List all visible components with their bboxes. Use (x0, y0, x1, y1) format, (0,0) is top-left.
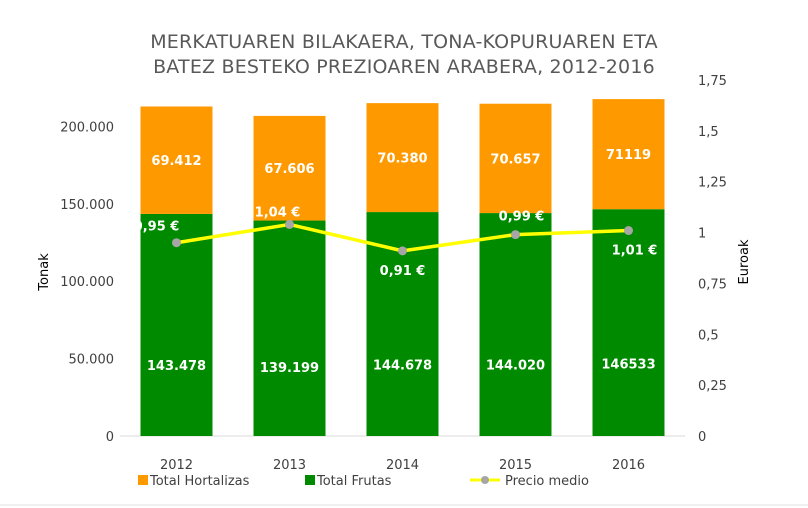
bar-total-hortalizas (366, 103, 439, 213)
line-point (398, 246, 407, 256)
x-tick-label: 2012 (160, 458, 193, 473)
line-data-label: 0,95 € (134, 220, 180, 235)
bar-data-label: 70.657 (490, 152, 540, 167)
x-tick-label: 2014 (386, 458, 419, 473)
x-tick-label: 2015 (499, 458, 532, 473)
bar-total-hortalizas (479, 103, 552, 214)
bar-data-label: 70.380 (377, 152, 427, 167)
y2-tick-label: 1,75 (698, 74, 727, 89)
y2-tick-label: 0,25 (698, 379, 727, 394)
line-point (624, 226, 633, 236)
bar-total-hortalizas (140, 106, 213, 214)
bar-data-label: 69.412 (151, 154, 201, 169)
bar-total-hortalizas (253, 115, 326, 221)
y-tick-label: 150.000 (60, 198, 114, 213)
y-tick-label: 100.000 (60, 275, 114, 290)
y2-axis-title: Euroak (737, 239, 752, 284)
line-data-label: 0,99 € (499, 210, 545, 225)
y2-tick-label: 1,5 (698, 125, 719, 140)
legend-marker (481, 476, 489, 484)
legend-swatch (305, 475, 315, 485)
bar-data-label: 144.020 (486, 359, 545, 374)
bar-data-label: 143.478 (147, 359, 206, 374)
line-data-label: 1,04 € (255, 205, 301, 220)
line-data-label: 1,01 € (612, 244, 658, 259)
y2-tick-label: 0 (698, 430, 706, 445)
y2-tick-label: 1 (698, 227, 706, 242)
x-tick-label: 2013 (273, 458, 306, 473)
legend-label: Precio medio (505, 474, 589, 489)
line-point (511, 230, 520, 240)
y-axis-title: Tonak (37, 253, 52, 292)
bar-total-hortalizas (592, 99, 665, 210)
y2-tick-label: 0,75 (698, 277, 727, 292)
bar-data-label: 139.199 (260, 361, 319, 376)
legend-label: Total Frutas (316, 474, 392, 489)
bar-total-frutas (253, 220, 326, 436)
y2-tick-label: 1,25 (698, 176, 727, 191)
bar-data-label: 146533 (601, 357, 655, 372)
bar-total-frutas (140, 213, 213, 436)
bar-total-frutas (592, 209, 665, 436)
line-data-label: 0,91 € (380, 264, 426, 279)
line-point (172, 238, 181, 248)
legend: Total Hortalizas Total Frutas Precio medio (138, 474, 589, 489)
y-tick-label: 200.000 (60, 120, 114, 135)
bar-data-label: 67.606 (264, 162, 314, 177)
bar-data-label: 144.678 (373, 358, 432, 373)
chart-title-line-2: BATEZ BESTEKO PREZIOAREN ARABERA, 2012-2… (153, 56, 655, 78)
chart-title-line-1: MERKATUAREN BILAKAERA, TONA-KOPURUAREN E… (150, 31, 658, 53)
y-tick-label: 50.000 (69, 353, 115, 368)
legend-label: Total Hortalizas (149, 474, 250, 489)
legend-swatch (138, 475, 148, 485)
y-tick-label: 0 (106, 430, 114, 445)
line-point (285, 219, 294, 229)
bar-total-frutas (479, 213, 552, 436)
x-tick-label: 2016 (612, 458, 645, 473)
plot-area: 0 50.000 100.000 150.000 200.000 0 0,25 0,5 0,75… (60, 74, 727, 473)
bar-data-label: 71119 (606, 148, 651, 163)
y2-tick-label: 0,5 (698, 328, 719, 343)
